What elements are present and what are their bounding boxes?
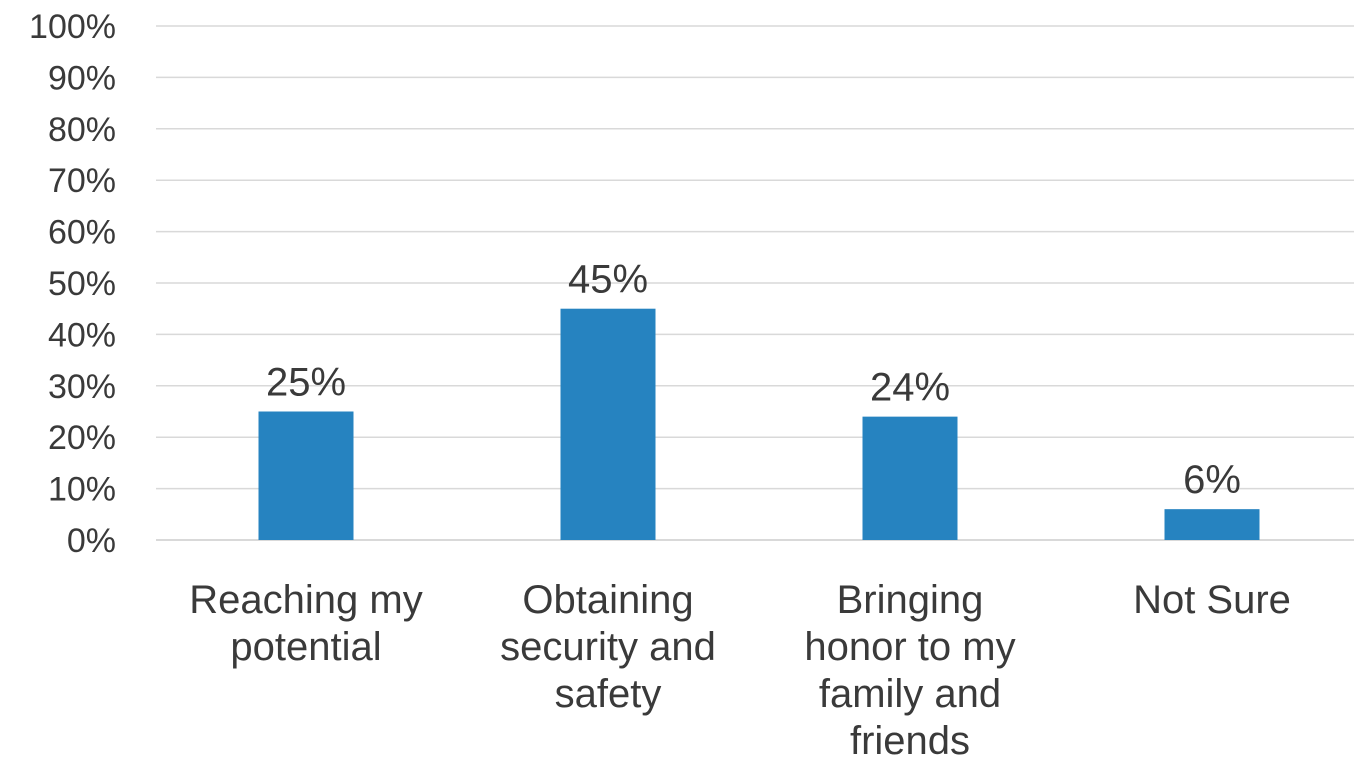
y-axis-tick-labels: 0% 10% 20% 30% 40% 50% 60% 70% 80% 90% 100% (29, 8, 116, 560)
y-tick-label: 70% (48, 162, 116, 200)
y-tick-label: 50% (48, 265, 116, 303)
bar (862, 416, 958, 540)
y-tick-label: 80% (48, 111, 116, 149)
y-tick-label: 90% (48, 59, 116, 97)
category-label: Reaching my potential (189, 578, 422, 669)
category-label-line: Reaching my (189, 578, 422, 622)
category-label: Bringing honor to my family and friends (804, 578, 1015, 763)
y-tick-label: 0% (67, 522, 116, 560)
y-tick-label: 20% (48, 419, 116, 457)
category-label-line: friends (850, 719, 970, 763)
bar (560, 308, 656, 540)
category-label-line: honor to my (804, 625, 1015, 669)
category-label-line: security and (500, 625, 716, 669)
x-axis-category-labels: Reaching my potential Obtaining security an… (189, 578, 1291, 763)
category-label-line: safety (555, 672, 662, 716)
y-tick-label: 40% (48, 316, 116, 354)
category-label-line: Obtaining (522, 578, 693, 622)
data-label: 25% (266, 361, 346, 405)
category-label-line: potential (230, 625, 381, 669)
category-label-line: family and (819, 672, 1001, 716)
data-labels: 25% 45% 24% 6% (266, 258, 1241, 502)
data-label: 24% (870, 366, 950, 410)
data-label: 6% (1183, 458, 1241, 502)
bars (258, 308, 1260, 540)
bar (1164, 509, 1260, 540)
category-label: Obtaining security and safety (500, 578, 716, 716)
y-tick-label: 10% (48, 471, 116, 509)
y-tick-label: 60% (48, 214, 116, 252)
category-label-line: Bringing (837, 578, 984, 622)
y-tick-label: 30% (48, 368, 116, 406)
category-label-line: Not Sure (1133, 578, 1291, 622)
bar (258, 411, 354, 540)
y-tick-label: 100% (29, 8, 116, 46)
category-label: Not Sure (1133, 578, 1291, 622)
data-label: 45% (568, 258, 648, 302)
gridlines (156, 25, 1354, 541)
